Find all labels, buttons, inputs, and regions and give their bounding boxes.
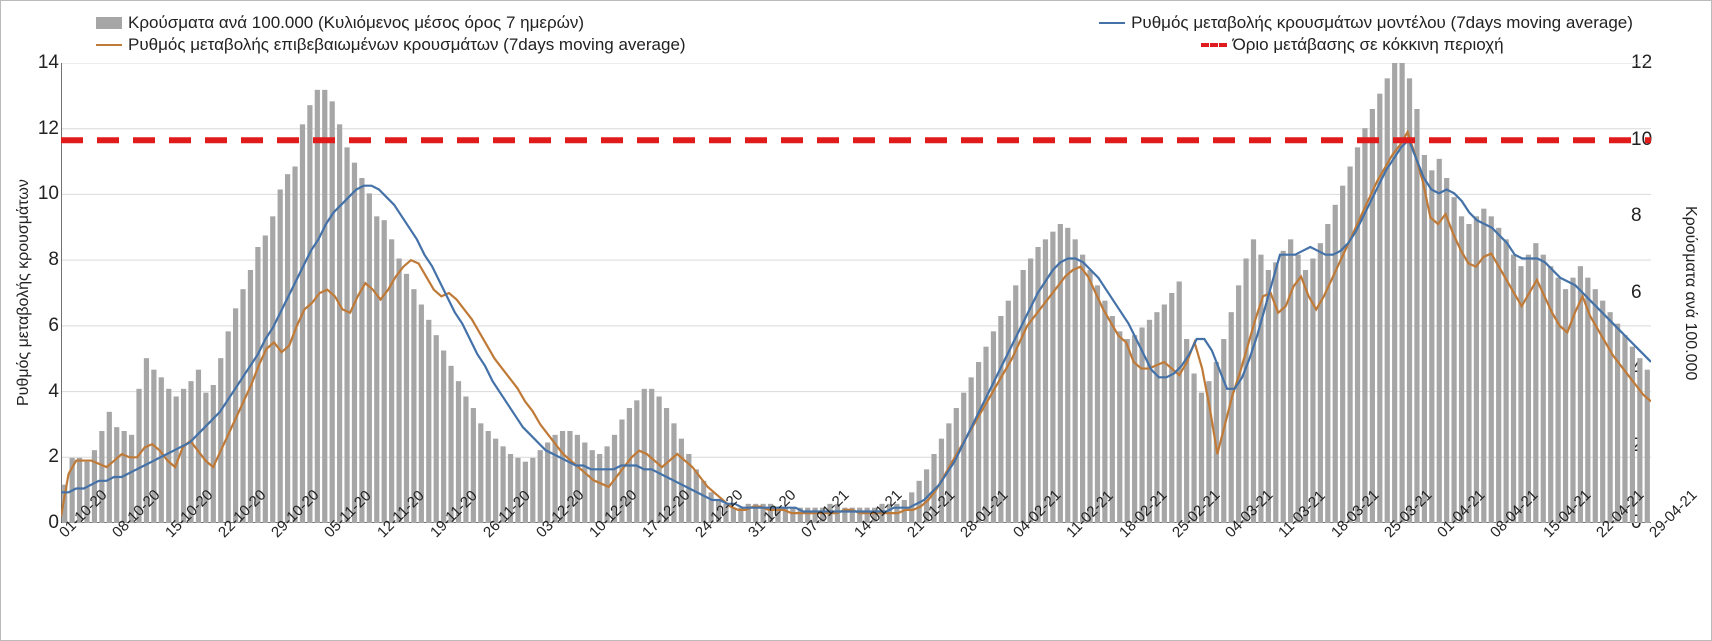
- orange-line-swatch-icon: [96, 44, 122, 46]
- y-tick-left-6: 6: [19, 315, 59, 337]
- epidemic-trend-chart: Κρούσματα ανά 100.000 (Κυλιόμενος μέσος …: [0, 0, 1712, 641]
- legend-label-orange-line: Ρυθμός μεταβολής επιβεβαιωμένων κρουσμάτ…: [128, 35, 686, 55]
- y-tick-left-2: 2: [19, 446, 59, 468]
- y-tick-left-8: 8: [19, 249, 59, 271]
- legend-item-red-dash: Όριο μετάβασης σε κόκκινη περιοχή: [1201, 35, 1504, 55]
- red-dash-swatch-icon: [1201, 43, 1227, 47]
- y-tick-left-14: 14: [19, 52, 59, 74]
- y-tick-left-10: 10: [19, 183, 59, 205]
- legend-label-red-dash: Όριο μετάβασης σε κόκκινη περιοχή: [1233, 35, 1504, 55]
- y-axis-ticks-left: 0 2 4 6 8 10 12 14: [19, 63, 59, 523]
- y-tick-left-4: 4: [19, 381, 59, 403]
- bar-swatch-icon: [96, 17, 122, 29]
- legend-item-bars: Κρούσματα ανά 100.000 (Κυλιόμενος μέσος …: [96, 13, 584, 33]
- y-axis-title-right: Κρούσματα ανά 100.000: [1675, 63, 1705, 523]
- chart-legend: Κρούσματα ανά 100.000 (Κυλιόμενος μέσος …: [1, 9, 1712, 57]
- y-tick-left-0: 0: [19, 512, 59, 534]
- legend-item-orange-line: Ρυθμός μεταβολής επιβεβαιωμένων κρουσμάτ…: [96, 35, 686, 55]
- legend-label-bars: Κρούσματα ανά 100.000 (Κυλιόμενος μέσος …: [128, 13, 584, 33]
- y-tick-left-12: 12: [19, 118, 59, 140]
- blue-line-swatch-icon: [1099, 22, 1125, 24]
- legend-item-blue-line: Ρυθμός μεταβολής κρουσμάτων μοντέλου (7d…: [1099, 13, 1633, 33]
- legend-label-blue-line: Ρυθμός μεταβολής κρουσμάτων μοντέλου (7d…: [1131, 13, 1633, 33]
- plot-area[interactable]: [61, 63, 1651, 523]
- x-axis-ticks: 01-10-20 08-10-20 15-10-20 22-10-20 29-10-20…: [61, 523, 1651, 613]
